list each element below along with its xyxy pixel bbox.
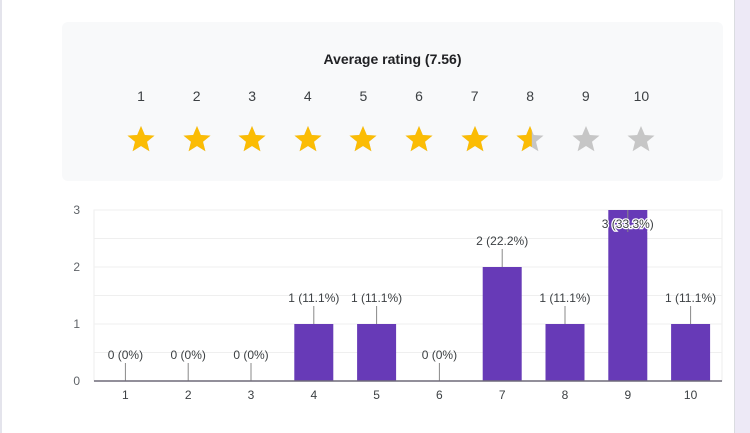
data-label: 2 (22.2%) [476,234,528,248]
bar [608,210,648,381]
star-icon [293,124,323,154]
x-tick-label: 8 [562,388,569,402]
star-icon [348,124,378,154]
star-icon [404,124,434,154]
rating-scale-number: 5 [359,88,368,104]
data-label: 0 (0%) [108,348,143,362]
bar [545,324,585,381]
x-tick-label: 2 [185,388,192,402]
star-icon [182,124,212,154]
rating-scale-number: 4 [303,88,312,104]
star-icon [515,124,545,154]
y-tick-label: 3 [73,203,80,217]
bar [671,324,711,381]
x-tick-label: 9 [624,388,631,402]
star-icon [571,124,601,154]
bar [482,267,522,381]
data-label: 1 (11.1%) [351,291,402,305]
x-tick-label: 7 [499,388,506,402]
data-label: 0 (0%) [233,348,268,362]
y-tick-label: 0 [73,374,80,388]
card-left-border [0,0,2,433]
rating-scale-number: 1 [137,88,145,104]
rating-scale-number: 3 [248,88,257,104]
rating-scale-number: 9 [581,88,590,104]
rating-scale-number: 7 [470,88,479,104]
bar [294,324,334,381]
data-label: 1 (11.1%) [665,291,716,305]
y-tick-label: 2 [73,260,80,274]
x-tick-label: 4 [310,388,317,402]
rating-bar-chart: 0 1 2 3 0 (0%) 1 0 (0%) 2 0 (0%) 3 1 (11.1%) 4 1 (11… [73,203,723,402]
x-tick-label: 6 [436,388,443,402]
star-icon [626,124,656,154]
x-tick-label: 3 [248,388,255,402]
y-tick-label: 1 [73,317,80,331]
rating-scale-number: 10 [633,88,650,104]
data-label: 0 (0%) [422,348,457,362]
x-tick-label: 10 [684,388,698,402]
data-label: 1 (11.1%) [288,291,339,305]
x-tick-label: 5 [373,388,380,402]
average-rating-title: Average rating (7.56) [323,51,462,67]
star-icon [126,124,156,154]
star-icon [237,124,267,154]
data-label: 1 (11.1%) [539,291,590,305]
rating-scale-number: 8 [526,88,535,104]
x-tick-label: 1 [122,388,129,402]
data-label: 3 (33.3%) [602,217,654,231]
data-label: 0 (0%) [171,348,206,362]
rating-scale-number: 2 [192,88,201,104]
star-icon [460,124,490,154]
average-rating-panel: Average rating (7.56) 1 2 3 4 5 6 7 8 9 … [62,22,723,181]
scrollbar-track[interactable] [734,0,750,433]
bar [357,324,397,381]
rating-scale-number: 6 [415,88,423,104]
